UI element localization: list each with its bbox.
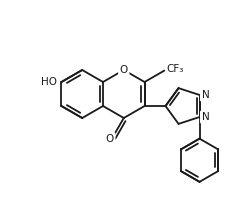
Text: HO: HO xyxy=(41,77,57,87)
Text: O: O xyxy=(106,134,114,144)
Text: O: O xyxy=(120,65,128,75)
Text: CF₃: CF₃ xyxy=(166,64,184,74)
Text: N: N xyxy=(201,90,209,100)
Text: N: N xyxy=(201,112,209,122)
